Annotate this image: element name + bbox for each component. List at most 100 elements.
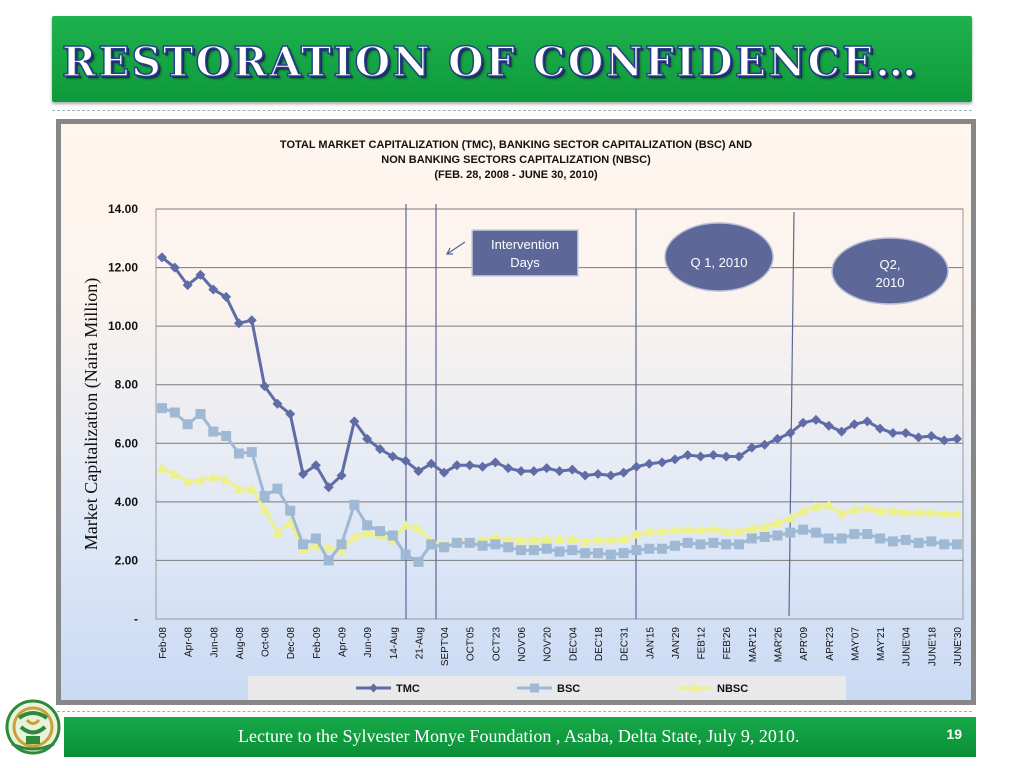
series-point-bsc (336, 539, 347, 550)
series-point-nbsc (361, 527, 373, 538)
series-point-bsc (323, 555, 334, 566)
series-point-tmc (221, 291, 232, 302)
series-point-nbsc (951, 508, 963, 519)
series-point-bsc (631, 545, 642, 556)
series-point-nbsc (259, 504, 271, 514)
series-point-nbsc (515, 534, 527, 545)
series-point-tmc (349, 416, 360, 427)
series-point-bsc (810, 527, 821, 538)
series-point-bsc (849, 529, 860, 540)
x-tick-label: Feb-08 (158, 627, 169, 659)
series-point-nbsc (759, 521, 771, 532)
series-point-nbsc (823, 499, 835, 510)
series-point-bsc (285, 505, 296, 516)
series-point-tmc (246, 315, 257, 326)
series-point-nbsc (618, 533, 630, 543)
series-point-nbsc (323, 542, 335, 552)
chart-title-line-2: NON BANKING SECTORS CAPITALIZATION (NBSC… (381, 154, 651, 166)
series-point-bsc (657, 543, 668, 554)
series-point-bsc (426, 539, 437, 550)
x-tick-label: Oct-08 (261, 627, 272, 657)
x-tick-label: OCT'23 (491, 627, 502, 662)
series-point-bsc (182, 419, 193, 430)
series-point-nbsc (861, 502, 873, 513)
series-point-tmc (400, 455, 411, 466)
series-point-tmc (798, 417, 809, 428)
title-bar: RESTORATION OF CONFIDENCE… (52, 16, 972, 102)
series-point-bsc (528, 545, 539, 556)
series-point-nbsc (207, 471, 219, 482)
series-point-nbsc (797, 505, 809, 516)
series-point-bsc (439, 542, 450, 553)
series-point-nbsc (695, 524, 707, 535)
series-point-bsc (541, 543, 552, 554)
series-point-tmc (477, 461, 488, 472)
y-axis-title: Market Capitalization (Naira Million) (81, 278, 102, 550)
series-point-bsc (451, 537, 462, 548)
series-point-bsc (310, 533, 321, 544)
series-point-nbsc (348, 532, 360, 542)
series-point-tmc (926, 430, 937, 441)
series-point-nbsc (554, 533, 565, 543)
title-divider (52, 110, 972, 111)
series-point-bsc (246, 447, 257, 458)
series-point-tmc (580, 470, 591, 481)
series-point-bsc (349, 499, 360, 510)
series-point-nbsc (502, 534, 514, 545)
series-point-bsc (746, 533, 757, 544)
series-point-tmc (772, 433, 783, 444)
series-point-nbsc (271, 527, 283, 538)
intervention-arrow (445, 241, 466, 255)
series-point-nbsc (182, 476, 194, 486)
series-point-tmc (657, 457, 668, 468)
legend-item-tmc: TMC (356, 683, 420, 695)
series-point-nbsc (848, 504, 860, 514)
x-tick-label: JUNE'04 (902, 627, 913, 667)
series-point-bsc (900, 534, 911, 545)
intervention-callout: Intervention Days (471, 229, 579, 277)
slide-title: RESTORATION OF CONFIDENCE… (61, 37, 919, 87)
series-point-tmc (631, 461, 642, 472)
footer-bar: Lecture to the Sylvester Monye Foundatio… (64, 717, 976, 757)
series-point-tmc (413, 466, 424, 477)
x-tick-label: MAY'07 (850, 627, 861, 661)
series-point-tmc (310, 460, 321, 471)
x-tick-label: APR'23 (825, 627, 836, 661)
series-point-tmc (208, 284, 219, 295)
series-point-tmc (721, 451, 732, 462)
series-point-tmc (362, 433, 373, 444)
series-point-bsc (734, 539, 745, 550)
series-point-tmc (875, 423, 886, 434)
series-point-bsc (618, 548, 629, 559)
series-point-bsc (298, 539, 309, 550)
x-tick-label: Jun-08 (209, 627, 220, 658)
series-point-bsc (913, 537, 924, 548)
series-point-tmc (490, 457, 501, 468)
x-tick-label: 21-Aug (415, 627, 426, 659)
series-point-nbsc (771, 517, 783, 527)
series-point-bsc (208, 426, 219, 437)
series-point-tmc (451, 460, 462, 471)
q1-oval: Q 1, 2010 (664, 222, 774, 292)
series-point-nbsc (656, 526, 668, 536)
event-marker-line (788, 211, 795, 617)
intervention-callout-line-2: Days (510, 255, 540, 270)
q2-label-line-1: Q2, (880, 257, 901, 272)
series-point-nbsc (566, 533, 578, 543)
q2-oval: Q2, 2010 (831, 237, 949, 305)
series-point-nbsc (400, 520, 412, 530)
series-point-bsc (682, 537, 693, 548)
series-point-nbsc (156, 463, 168, 473)
series-point-bsc (567, 545, 578, 556)
series-point-nbsc (643, 526, 655, 536)
q2-label-line-2: 2010 (876, 275, 905, 290)
series-point-tmc (541, 463, 552, 474)
y-tick-label: 2.00 (115, 553, 139, 567)
series-point-nbsc (233, 483, 245, 494)
series-point-nbsc (336, 545, 348, 555)
series-point-tmc (554, 466, 565, 477)
series-point-tmc (823, 420, 834, 431)
series-point-bsc (759, 532, 770, 542)
series-point-bsc (708, 537, 719, 548)
legend-item-bsc: BSC (517, 683, 580, 695)
